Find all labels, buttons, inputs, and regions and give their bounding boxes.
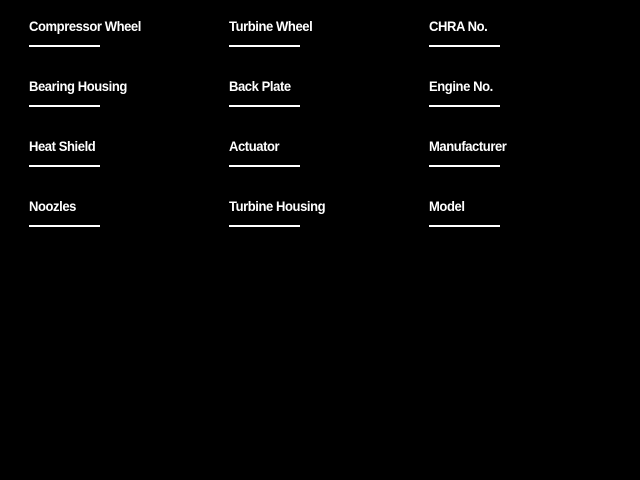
field-label: Back Plate [229,78,291,94]
field-underline[interactable] [429,45,500,47]
field-heat-shield[interactable]: Heat Shield [29,138,219,188]
field-underline[interactable] [229,165,300,167]
field-manufacturer[interactable]: Manufacturer [429,138,619,188]
field-underline[interactable] [429,165,500,167]
field-label: Heat Shield [29,138,96,154]
field-underline[interactable] [29,105,100,107]
field-underline[interactable] [229,225,300,227]
field-noozles[interactable]: Noozles [29,198,219,248]
field-chra-no[interactable]: CHRA No. [429,18,619,68]
field-label: Compressor Wheel [29,18,141,34]
field-model[interactable]: Model [429,198,619,248]
field-label: Noozles [29,198,76,214]
field-compressor-wheel[interactable]: Compressor Wheel [29,18,219,68]
turbo-spec-form: Compressor Wheel Bearing Housing Heat Sh… [29,18,619,227]
field-label: Actuator [229,138,280,154]
field-underline[interactable] [29,165,100,167]
field-turbine-housing[interactable]: Turbine Housing [229,198,419,248]
field-engine-no[interactable]: Engine No. [429,78,619,128]
field-underline[interactable] [229,45,300,47]
field-label: CHRA No. [429,18,488,34]
field-underline[interactable] [229,105,300,107]
field-label: Turbine Wheel [229,18,313,34]
field-back-plate[interactable]: Back Plate [229,78,419,128]
field-turbine-wheel[interactable]: Turbine Wheel [229,18,419,68]
field-actuator[interactable]: Actuator [229,138,419,188]
field-underline[interactable] [429,105,500,107]
field-label: Manufacturer [429,138,507,154]
field-underline[interactable] [29,45,100,47]
field-label: Engine No. [429,78,493,94]
field-label: Turbine Housing [229,198,326,214]
field-label: Model [429,198,465,214]
empty-canvas-area [0,240,640,480]
field-underline[interactable] [29,225,100,227]
field-bearing-housing[interactable]: Bearing Housing [29,78,219,128]
field-underline[interactable] [429,225,500,227]
field-label: Bearing Housing [29,78,127,94]
